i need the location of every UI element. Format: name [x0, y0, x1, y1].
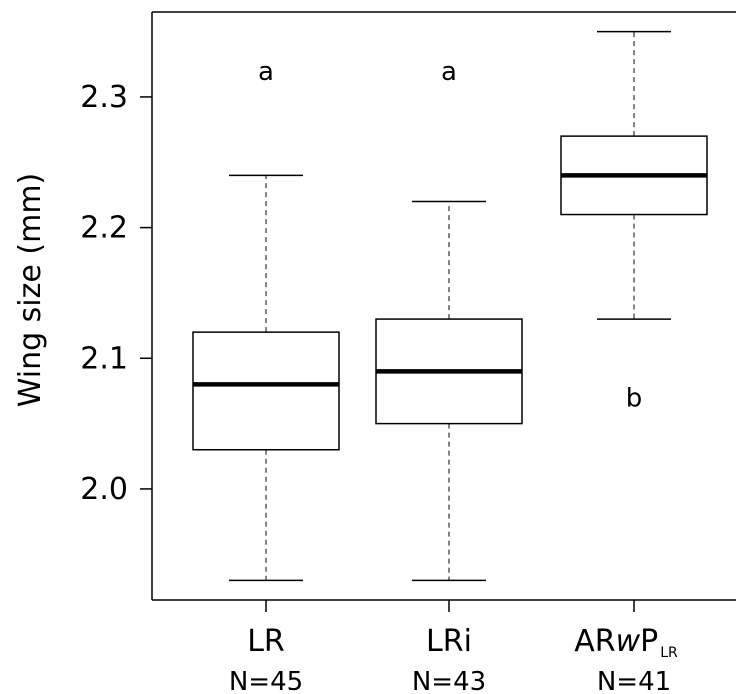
- box-group: b: [560, 30, 708, 413]
- x-tick-label-subscript: LR: [660, 645, 678, 661]
- box-group: a: [192, 57, 340, 582]
- significance-letter: b: [626, 383, 643, 413]
- y-axis-label: Wing size (mm): [13, 173, 48, 408]
- y-tick-label: 2.0: [80, 472, 128, 507]
- sample-size-label: N=45: [229, 667, 303, 694]
- iqr-box: [192, 331, 340, 451]
- sample-size-label: N=41: [597, 667, 671, 694]
- y-tick-label: 2.1: [80, 341, 128, 376]
- x-tick-label: ARwP LR: [574, 624, 678, 661]
- x-tick-label-part: P: [640, 624, 658, 659]
- y-tick-label: 2.2: [80, 211, 128, 246]
- significance-letter: a: [441, 57, 457, 87]
- sample-size-label: N=43: [412, 667, 486, 694]
- plot-frame: [151, 11, 736, 601]
- box-group: a: [375, 57, 523, 582]
- boxes: a a b: [192, 30, 708, 582]
- y-tick-label: 2.3: [80, 80, 128, 115]
- x-tick-label-part: AR: [574, 624, 615, 659]
- significance-letter: a: [258, 57, 274, 87]
- x-tick-label-part: w: [616, 624, 641, 659]
- x-tick-label: LRi: [426, 624, 472, 659]
- y-ticks: 2.0 2.1 2.2 2.3: [80, 80, 152, 507]
- x-tick-label: LR: [247, 624, 285, 659]
